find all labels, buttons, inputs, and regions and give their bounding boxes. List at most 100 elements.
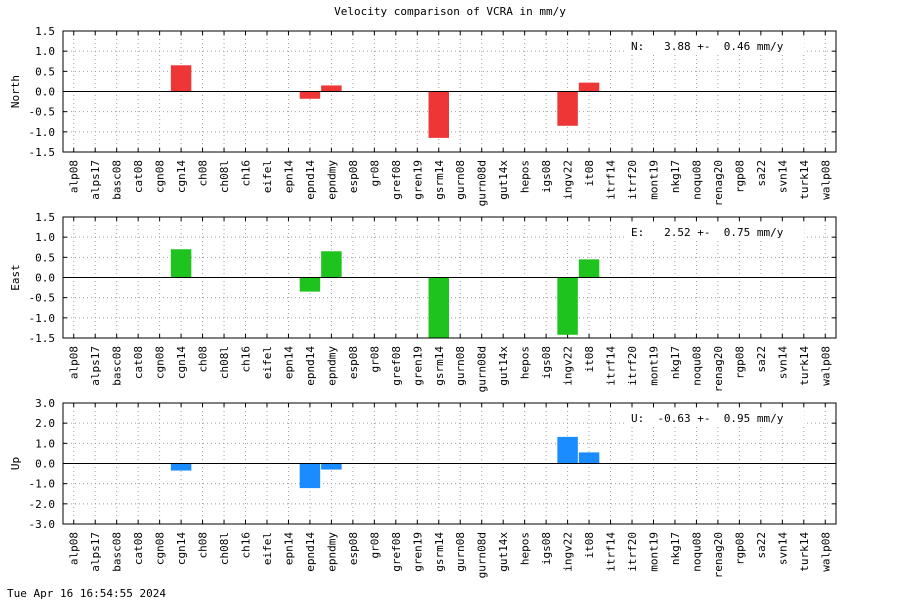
y-tick-label: 0.5 (35, 251, 55, 264)
y-tick-label: 2.0 (35, 417, 55, 430)
x-tick-label: sa22 (755, 160, 768, 187)
x-tick-label: cgn08 (154, 532, 167, 565)
x-tick-label: turk14 (798, 532, 811, 572)
x-tick-label: epn14 (282, 346, 295, 379)
x-tick-label: it08 (583, 160, 596, 187)
x-tick-label: igs08 (540, 346, 553, 379)
x-tick-label: svn14 (776, 346, 789, 379)
x-tick-label: it08 (583, 346, 596, 373)
bar (428, 277, 449, 338)
panel-up: 3.0 2.0 1.0 0.0 -1.0 -2.0 -3.0 alp08 alps17 basc0… (9, 397, 837, 578)
y-axis-label: East (9, 264, 22, 291)
x-tick-label: gurn08 (454, 346, 467, 386)
stats-annotation: U: -0.63 +- 0.95 mm/y (631, 412, 784, 425)
x-tick-label: svn14 (776, 532, 789, 565)
x-tick-label: esp08 (347, 346, 360, 379)
bar (428, 91, 449, 138)
x-tick-label: eifel (261, 346, 274, 379)
x-tick-label: gut14x (497, 346, 510, 386)
x-tick-label: esp08 (347, 160, 360, 193)
x-tick-label: epndmy (325, 532, 338, 572)
x-tick-label: epnd14 (304, 346, 317, 386)
x-tick-label: epndmy (325, 160, 338, 200)
x-tick-label: itrf20 (626, 346, 639, 386)
x-tick-label: gsrm14 (433, 532, 446, 572)
x-tick-label: gr08 (368, 346, 381, 373)
x-tick-label: ch16 (240, 346, 253, 373)
x-tick-label: sa22 (755, 532, 768, 559)
y-tick-label: 1.0 (35, 437, 55, 450)
x-tick-label: noqu08 (690, 346, 703, 386)
x-tick-label: igs08 (540, 160, 553, 193)
x-tick-label: ingv22 (562, 160, 575, 200)
x-tick-label: it08 (583, 532, 596, 559)
x-tick-label: eifel (261, 532, 274, 565)
bar (299, 91, 321, 99)
y-tick-label: -1.5 (29, 332, 56, 345)
bar (578, 259, 600, 278)
y-tick-label: -2.0 (29, 498, 56, 511)
bar (578, 452, 600, 464)
y-tick-label: -1.0 (29, 312, 56, 325)
x-tick-label: epn14 (282, 532, 295, 565)
x-tick-label: cgn14 (175, 532, 188, 565)
x-tick-label: epn14 (282, 160, 295, 193)
plot-frame (62, 402, 837, 525)
bar (578, 82, 600, 92)
x-tick-label: noqu08 (690, 160, 703, 200)
x-tick-label: ingv22 (562, 532, 575, 572)
x-tick-label: ch16 (240, 532, 253, 559)
x-tick-label: alps17 (89, 532, 102, 572)
x-tick-label: nkg17 (669, 346, 682, 379)
timestamp: Tue Apr 16 16:54:55 2024 (7, 587, 166, 600)
panel-east: 1.5 1.0 0.5 0.0 -0.5 -1.0 -1.5 alp08 alps17 basc0… (9, 211, 837, 392)
y-tick-label: -0.5 (29, 292, 56, 305)
x-tick-label: ch08 (197, 346, 210, 373)
x-tick-label: igs08 (540, 532, 553, 565)
x-tick-label: cgn08 (154, 346, 167, 379)
x-tick-label: cat08 (132, 160, 145, 193)
x-tick-label: itrf20 (626, 160, 639, 200)
x-tick-label: renag20 (712, 532, 725, 578)
x-tick-label: ch08l (218, 532, 231, 565)
x-tick-label: mont19 (647, 160, 660, 200)
x-tick-label: cgn14 (175, 346, 188, 379)
x-tick-label: rgp08 (733, 160, 746, 193)
x-tick-label: walp08 (819, 346, 832, 386)
x-tick-label: gr08 (368, 532, 381, 559)
panel-north: 1.5 1.0 0.5 0.0 -0.5 -1.0 -1.5 alp08 alps17 basc0… (9, 25, 837, 206)
x-tick-label: rgp08 (733, 532, 746, 565)
bar (557, 91, 578, 126)
x-tick-label: gurn08d (476, 346, 489, 392)
x-tick-label: mont19 (647, 532, 660, 572)
x-tick-label: ch08 (197, 532, 210, 559)
x-tick-label: cat08 (132, 532, 145, 565)
bar (557, 436, 578, 464)
x-tick-label: mont19 (647, 346, 660, 386)
x-tick-label: hepos (519, 532, 532, 565)
x-tick-label: nkg17 (669, 160, 682, 193)
x-tick-label: basc08 (111, 346, 124, 386)
stats-annotation: E: 2.52 +- 0.75 mm/y (631, 226, 784, 239)
x-tick-label: hepos (519, 160, 532, 193)
x-tick-label: gr08 (368, 160, 381, 187)
x-tick-label: epnd14 (304, 160, 317, 200)
x-tick-label: gurn08d (476, 160, 489, 206)
x-tick-label: renag20 (712, 346, 725, 392)
x-tick-label: gren19 (411, 532, 424, 572)
bar (321, 463, 342, 470)
x-tick-label: gren19 (411, 346, 424, 386)
annotation-box (626, 225, 804, 239)
x-tick-label: gsrm14 (433, 346, 446, 386)
x-tick-label: gurn08 (454, 160, 467, 200)
x-tick-label: gurn08d (476, 532, 489, 578)
x-tick-label: rgp08 (733, 346, 746, 379)
bar (557, 277, 578, 335)
y-tick-label: 1.5 (35, 25, 55, 38)
x-tick-label: turk14 (798, 346, 811, 386)
x-tick-label: eifel (261, 160, 274, 193)
y-tick-label: 0.0 (35, 272, 55, 285)
x-tick-label: nkg17 (669, 532, 682, 565)
stats-annotation: N: 3.88 +- 0.46 mm/y (631, 40, 784, 53)
bar (170, 249, 192, 278)
